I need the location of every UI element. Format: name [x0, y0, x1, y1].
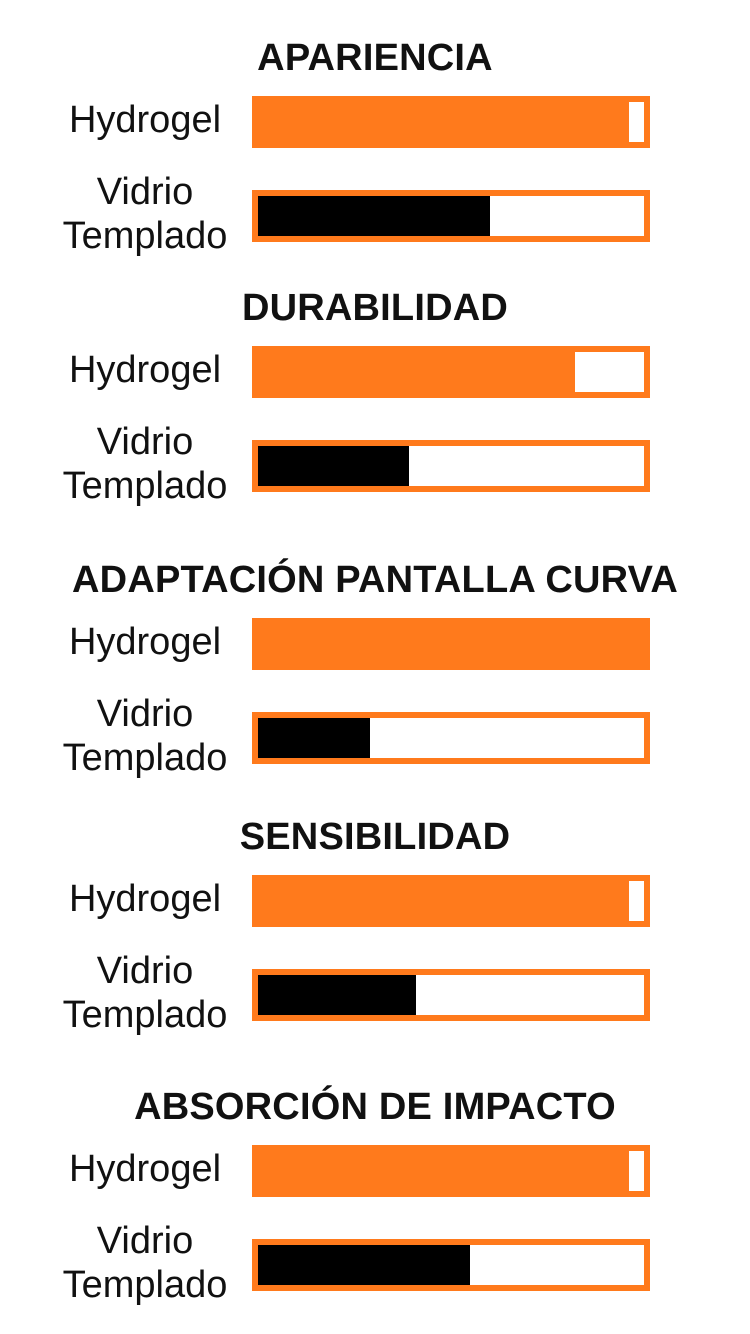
bar-durabilidad-hydrogel	[252, 346, 650, 398]
bar-fill-vidrio-templado	[258, 975, 416, 1015]
group-title-sensibilidad: SENSIBILIDAD	[239, 816, 511, 858]
bar-sensibilidad-hydrogel	[252, 875, 650, 927]
bar-sensibilidad-vidrio-templado	[252, 969, 650, 1021]
group-title-absorcion-de-impacto: ABSORCIÓN DE IMPACTO	[134, 1086, 616, 1128]
bar-absorcion-de-impacto-hydrogel	[252, 1145, 650, 1197]
series-label-hydrogel: Hydrogel	[68, 99, 222, 141]
bar-absorcion-de-impacto-vidrio-templado	[252, 1239, 650, 1291]
group-title-adaptacion-pantalla-curva: ADAPTACIÓN PANTALLA CURVA	[72, 559, 678, 601]
series-label-hydrogel: Hydrogel	[68, 621, 222, 663]
bar-adaptacion-pantalla-curva-hydrogel	[252, 618, 650, 670]
bar-fill-vidrio-templado	[258, 446, 409, 486]
bar-fill-hydrogel	[258, 881, 629, 921]
series-label-hydrogel: Hydrogel	[68, 349, 222, 391]
series-label-hydrogel: Hydrogel	[68, 878, 222, 920]
series-label-vidrio-templado: Vidrio Templado	[62, 171, 228, 257]
bar-fill-hydrogel	[258, 102, 629, 142]
bar-durabilidad-vidrio-templado	[252, 440, 650, 492]
bar-fill-hydrogel	[258, 1151, 629, 1191]
bar-fill-vidrio-templado	[258, 196, 490, 236]
series-label-vidrio-templado: Vidrio Templado	[62, 1220, 228, 1306]
series-label-hydrogel: Hydrogel	[68, 1148, 222, 1190]
bar-fill-hydrogel	[258, 352, 575, 392]
group-title-durabilidad: DURABILIDAD	[241, 287, 509, 329]
bar-adaptacion-pantalla-curva-vidrio-templado	[252, 712, 650, 764]
bar-apariencia-vidrio-templado	[252, 190, 650, 242]
bar-fill-vidrio-templado	[258, 1245, 470, 1285]
group-title-apariencia: APARIENCIA	[257, 37, 493, 79]
series-label-vidrio-templado: Vidrio Templado	[62, 693, 228, 779]
bar-apariencia-hydrogel	[252, 96, 650, 148]
bar-fill-vidrio-templado	[258, 718, 370, 758]
bar-fill-hydrogel	[258, 624, 644, 664]
series-label-vidrio-templado: Vidrio Templado	[62, 950, 228, 1036]
series-label-vidrio-templado: Vidrio Templado	[62, 421, 228, 507]
